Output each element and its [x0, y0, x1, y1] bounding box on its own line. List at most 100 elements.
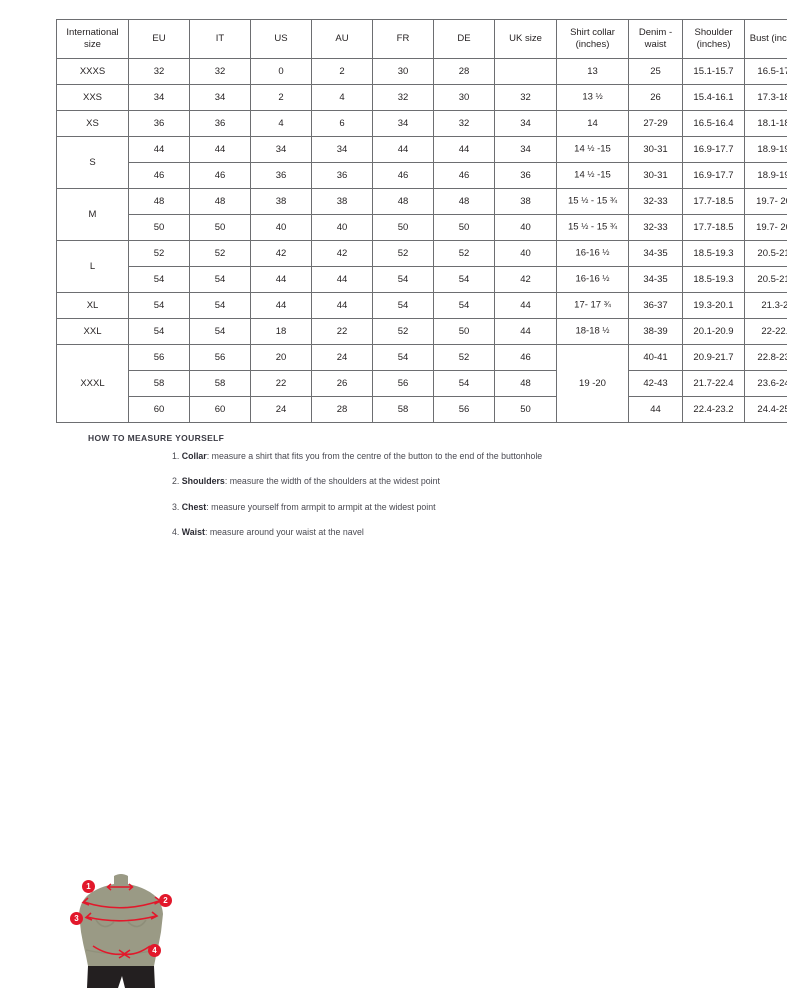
- measure-instruction-text: : measure the width of the shoulders at …: [225, 476, 440, 486]
- table-header-cell: Shirt collar(inches): [557, 20, 629, 59]
- cell-denim-waist: 36-37: [629, 293, 683, 319]
- cell-us: 36: [251, 163, 312, 189]
- cell-de: 52: [434, 241, 495, 267]
- cell-au: 44: [312, 267, 373, 293]
- cell-bust: 19.7- 20.5: [745, 215, 787, 241]
- cell-de: 44: [434, 137, 495, 163]
- measure-instruction-term: Waist: [182, 527, 205, 537]
- table-header-cell: FR: [373, 20, 434, 59]
- cell-it: 44: [190, 137, 251, 163]
- cell-bust: 17.3-18.1: [745, 85, 787, 111]
- cell-de: 54: [434, 293, 495, 319]
- cell-shoulder: 17.7-18.5: [683, 189, 745, 215]
- how-to-measure-heading: HOW TO MEASURE YOURSELF: [88, 433, 224, 443]
- cell-shirt-collar: 16-16 ½: [557, 241, 629, 267]
- cell-bust: 22-22.8: [745, 319, 787, 345]
- cell-shirt-collar: 14 ½ -15: [557, 163, 629, 189]
- cell-bust: 20.5-21.3: [745, 241, 787, 267]
- table-body: XXXS3232023028132515.1-15.716.5-17.2XXS3…: [57, 59, 787, 423]
- cell-it: 52: [190, 241, 251, 267]
- how-to-measure-section: HOW TO MEASURE YOURSELF 1. Collar: measu…: [0, 424, 787, 566]
- cell-denim-waist: 44: [629, 397, 683, 423]
- cell-eu: 32: [129, 59, 190, 85]
- cell-international-size: XXXL: [57, 345, 129, 423]
- cell-bust: 18.1-18.9: [745, 111, 787, 137]
- cell-uk: 40: [495, 215, 557, 241]
- cell-international-size: XS: [57, 111, 129, 137]
- cell-au: 40: [312, 215, 373, 241]
- cell-uk: 36: [495, 163, 557, 189]
- cell-de: 46: [434, 163, 495, 189]
- cell-it: 54: [190, 293, 251, 319]
- cell-eu: 54: [129, 293, 190, 319]
- cell-shoulder: 21.7-22.4: [683, 371, 745, 397]
- cell-shirt-collar: 16-16 ½: [557, 267, 629, 293]
- cell-shirt-collar: 14: [557, 111, 629, 137]
- cell-au: 34: [312, 137, 373, 163]
- cell-us: 44: [251, 293, 312, 319]
- cell-denim-waist: 30-31: [629, 163, 683, 189]
- cell-de: 48: [434, 189, 495, 215]
- cell-fr: 52: [373, 241, 434, 267]
- cell-au: 4: [312, 85, 373, 111]
- measure-instruction-1: 1. Collar: measure a shirt that fits you…: [172, 452, 672, 461]
- cell-uk: 46: [495, 345, 557, 371]
- cell-international-size: XXL: [57, 319, 129, 345]
- cell-denim-waist: 32-33: [629, 189, 683, 215]
- cell-denim-waist: 34-35: [629, 267, 683, 293]
- cell-international-size: XXXS: [57, 59, 129, 85]
- cell-eu: 58: [129, 371, 190, 397]
- table-header-cell: Shoulder(inches): [683, 20, 745, 59]
- measure-instruction-number: 4.: [172, 527, 179, 537]
- cell-denim-waist: 40-41: [629, 345, 683, 371]
- cell-bust: 21.3-22: [745, 293, 787, 319]
- cell-denim-waist: 42-43: [629, 371, 683, 397]
- table-header-cell: US: [251, 20, 312, 59]
- figure-badge-1: 1: [82, 880, 95, 893]
- cell-us: 42: [251, 241, 312, 267]
- cell-shirt-collar: 14 ½ -15: [557, 137, 629, 163]
- cell-denim-waist: 34-35: [629, 241, 683, 267]
- cell-uk: [495, 59, 557, 85]
- cell-fr: 56: [373, 371, 434, 397]
- cell-eu: 34: [129, 85, 190, 111]
- cell-au: 38: [312, 189, 373, 215]
- cell-eu: 50: [129, 215, 190, 241]
- cell-shoulder: 16.5-16.4: [683, 111, 745, 137]
- cell-international-size: XL: [57, 293, 129, 319]
- cell-it: 36: [190, 111, 251, 137]
- cell-fr: 54: [373, 293, 434, 319]
- cell-uk: 32: [495, 85, 557, 111]
- measure-instruction-number: 3.: [172, 502, 179, 512]
- cell-shoulder: 15.1-15.7: [683, 59, 745, 85]
- cell-uk: 40: [495, 241, 557, 267]
- cell-denim-waist: 30-31: [629, 137, 683, 163]
- cell-shirt-collar: 19 -20: [557, 345, 629, 423]
- cell-bust: 18.9-19.7: [745, 163, 787, 189]
- cell-shoulder: 20.1-20.9: [683, 319, 745, 345]
- cell-bust: 16.5-17.2: [745, 59, 787, 85]
- cell-us: 18: [251, 319, 312, 345]
- cell-eu: 52: [129, 241, 190, 267]
- cell-shirt-collar: 13: [557, 59, 629, 85]
- cell-de: 32: [434, 111, 495, 137]
- cell-it: 56: [190, 345, 251, 371]
- figure-badge-3: 3: [70, 912, 83, 925]
- cell-bust: 18.9-19.7: [745, 137, 787, 163]
- cell-bust: 23.6-24.4: [745, 371, 787, 397]
- cell-international-size: S: [57, 137, 129, 189]
- cell-shirt-collar: 15 ½ - 15 ¾: [557, 215, 629, 241]
- cell-bust: 19.7- 20.5: [745, 189, 787, 215]
- cell-eu: 48: [129, 189, 190, 215]
